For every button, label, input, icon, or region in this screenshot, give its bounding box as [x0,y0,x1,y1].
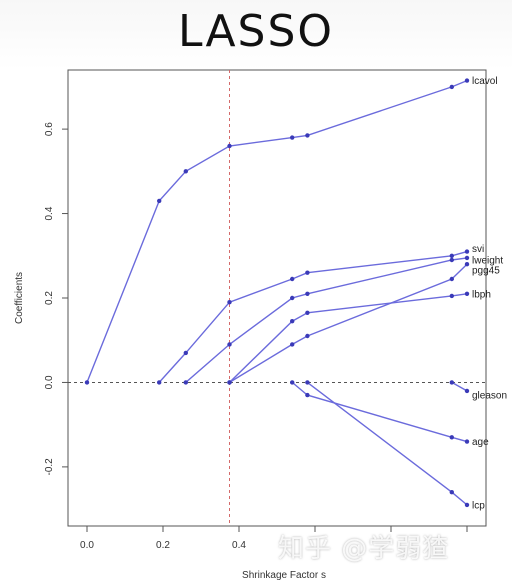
series-gleason [449,380,470,394]
x-tick-label: 0.0 [80,540,94,551]
header-band [0,0,512,70]
y-tick-label: 0.2 [44,291,55,305]
data-point-svi [157,380,162,385]
data-point-lcavol [227,143,232,149]
data-point-age [290,380,295,385]
series-pgg45 [227,262,470,385]
data-point-age [449,435,454,440]
y-tick-label: 0.6 [44,122,55,136]
data-point-lcavol [449,84,454,90]
series-lcp [305,380,470,508]
data-point-lweight [183,380,188,385]
data-point-lbph [227,380,232,385]
series-label-svi: svi [472,244,484,255]
data-point-lbph [290,319,295,324]
data-point-lcp [464,502,470,508]
data-point-lweight [290,295,295,301]
data-point-pgg45 [464,262,470,267]
data-point-lcavol [305,133,310,138]
series-line-lbph [229,293,468,383]
data-point-svi [183,350,188,356]
series-svi [157,249,470,385]
y-tick-label: 0.4 [44,206,55,220]
data-point-svi [305,270,310,275]
data-point-svi [227,300,232,305]
data-point-lcavol [290,135,295,140]
data-point-gleason [464,388,470,394]
data-point-pgg45 [290,342,295,347]
data-point-lcavol [84,380,90,385]
series-lcavol [84,78,470,385]
series-label-pgg45: pgg45 [472,266,500,277]
series-label-lcavol: lcavol [472,76,498,87]
data-point-lweight [305,291,310,296]
series-lweight [183,255,470,385]
page-title: LASSO [177,6,335,57]
series-label-lcp: lcp [472,500,485,511]
data-point-age [464,439,470,444]
data-point-lcp [305,380,310,385]
series-label-lweight: lweight [472,255,503,266]
series-line-lweight [185,257,468,383]
data-point-lweight [449,257,454,263]
series-label-age: age [472,437,489,448]
data-point-svi [464,249,470,254]
data-point-gleason [449,380,454,385]
y-tick-label: 0.0 [44,375,55,389]
data-point-lweight [227,342,232,347]
data-point-lbph [449,293,454,299]
series-label-gleason: gleason [472,390,507,401]
data-point-lcavol [464,78,470,83]
data-point-svi [449,253,454,258]
x-axis-title: Shrinkage Factor s [242,570,326,581]
data-point-lcavol [183,169,188,174]
series-line-pgg45 [229,263,468,383]
data-point-pgg45 [305,333,310,339]
series-line-lcp [306,381,468,506]
data-point-lbph [305,310,310,315]
series-age [290,380,470,444]
series-lbph [227,291,470,385]
series-line-gleason [451,381,468,392]
data-point-svi [290,276,295,282]
data-point-pgg45 [449,276,454,282]
data-point-lcp [449,490,454,495]
y-tick-label: -0.2 [44,458,55,476]
y-axis-title: Coefficients [14,272,25,324]
data-point-lcavol [157,198,162,204]
data-point-lbph [464,291,470,296]
plot-frame [67,69,487,527]
x-tick-label: 0.4 [232,540,246,551]
series-line-lcavol [86,79,468,383]
data-point-age [305,392,310,398]
data-point-lweight [464,255,470,261]
series-line-age [291,381,468,443]
watermark: 知乎 @学弱猹 [278,534,450,564]
series-line-svi [158,250,468,383]
x-tick-label: 0.2 [156,540,170,551]
series-label-lbph: lbph [472,289,491,300]
